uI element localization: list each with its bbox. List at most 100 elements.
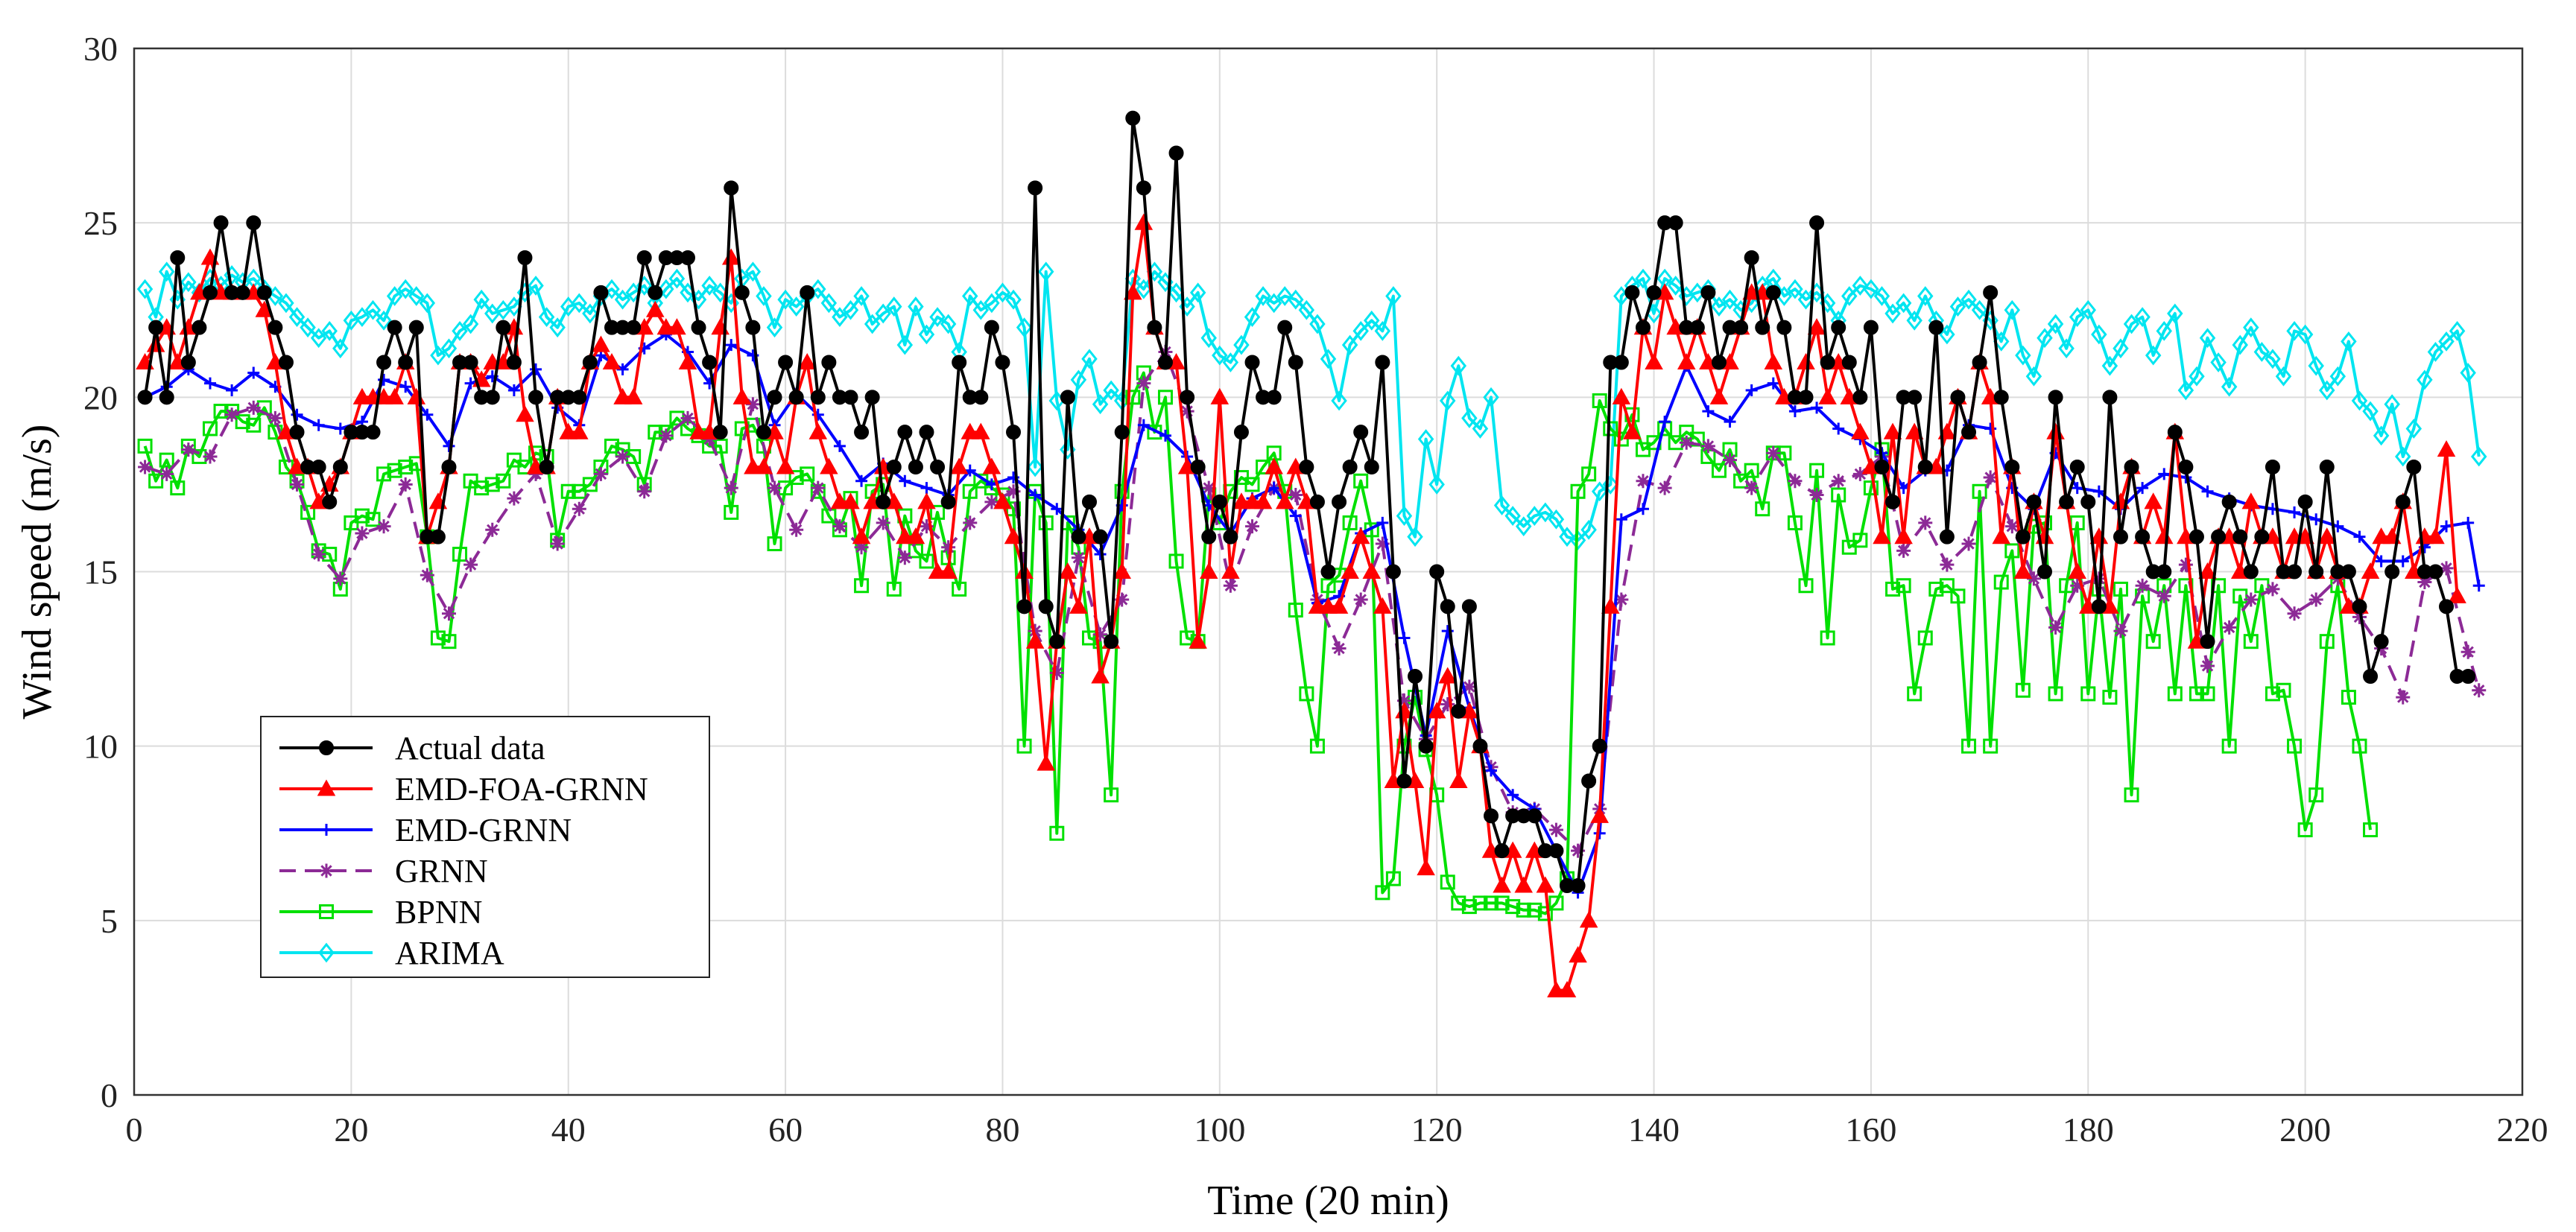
data-point bbox=[1288, 289, 1304, 310]
data-point bbox=[1091, 667, 1110, 684]
data-point bbox=[918, 324, 935, 345]
data-point bbox=[678, 352, 697, 370]
data-point bbox=[604, 438, 619, 454]
data-point bbox=[2037, 564, 2052, 580]
data-point bbox=[2167, 686, 2183, 702]
data-point bbox=[1635, 320, 1651, 335]
data-point bbox=[159, 466, 174, 481]
data-point bbox=[1494, 895, 1510, 911]
data-point bbox=[2080, 686, 2096, 702]
data-point bbox=[2362, 401, 2379, 422]
data-point bbox=[2254, 529, 2270, 544]
data-point bbox=[1873, 286, 1890, 306]
data-point bbox=[2286, 320, 2303, 341]
data-point bbox=[1635, 268, 1651, 289]
data-point bbox=[2472, 580, 2485, 592]
data-point bbox=[408, 286, 425, 306]
y-tick-label: 25 bbox=[83, 204, 118, 242]
data-point bbox=[724, 480, 738, 495]
data-point bbox=[484, 477, 500, 492]
data-point bbox=[2243, 634, 2259, 650]
data-point bbox=[1277, 320, 1293, 335]
data-point bbox=[1320, 564, 1336, 580]
y-axis-label: Wind speed (m/s) bbox=[14, 425, 60, 720]
data-point bbox=[528, 390, 544, 405]
data-point bbox=[952, 581, 967, 597]
data-point bbox=[2069, 460, 2085, 474]
data-point bbox=[2124, 460, 2139, 474]
data-point bbox=[1614, 592, 1629, 607]
data-point bbox=[1928, 320, 1944, 335]
data-point bbox=[2113, 581, 2128, 597]
x-tick-label: 80 bbox=[985, 1111, 1019, 1149]
data-point bbox=[2004, 299, 2021, 320]
data-point bbox=[2341, 690, 2356, 705]
data-point bbox=[399, 381, 412, 393]
data-point bbox=[1396, 773, 1412, 789]
data-point bbox=[582, 477, 598, 492]
legend-item: Actual data bbox=[279, 730, 545, 766]
data-point bbox=[920, 482, 933, 495]
data-point bbox=[768, 480, 782, 495]
legend-marker bbox=[319, 904, 334, 919]
data-point bbox=[2156, 320, 2172, 341]
data-point bbox=[2319, 634, 2335, 650]
legend-item: GRNN bbox=[279, 853, 488, 889]
data-point bbox=[1038, 261, 1054, 282]
data-point bbox=[1332, 494, 1347, 509]
data-point bbox=[538, 307, 555, 328]
data-point bbox=[1351, 527, 1370, 544]
data-point bbox=[2308, 564, 2324, 580]
data-point bbox=[365, 512, 381, 527]
data-point bbox=[1440, 390, 1456, 411]
data-point bbox=[1733, 320, 1749, 335]
legend-label: BPNN bbox=[395, 894, 482, 930]
data-point bbox=[1767, 377, 1779, 390]
data-point bbox=[1038, 515, 1054, 530]
data-point bbox=[1375, 536, 1390, 551]
data-point bbox=[1233, 334, 1250, 355]
data-point bbox=[226, 384, 238, 396]
data-point bbox=[1362, 562, 1382, 580]
data-point bbox=[2396, 555, 2409, 568]
data-point bbox=[1125, 110, 1141, 126]
legend-box bbox=[260, 716, 710, 978]
data-point bbox=[224, 407, 239, 422]
data-point bbox=[745, 397, 760, 412]
data-point bbox=[1569, 946, 1587, 963]
data-point bbox=[896, 334, 914, 355]
legend-label: EMD-GRNN bbox=[395, 812, 572, 848]
data-point bbox=[930, 460, 946, 474]
data-point bbox=[2189, 686, 2204, 702]
data-point bbox=[2201, 485, 2214, 498]
y-tick-label: 20 bbox=[83, 378, 118, 416]
data-point bbox=[1788, 474, 1803, 489]
data-point bbox=[1755, 320, 1770, 335]
data-point bbox=[745, 320, 761, 335]
data-point bbox=[756, 425, 771, 440]
data-point bbox=[973, 390, 989, 405]
data-point bbox=[1723, 453, 1738, 468]
data-point bbox=[1005, 289, 1022, 310]
data-point bbox=[1809, 215, 1825, 231]
data-point bbox=[1408, 669, 1423, 684]
data-point bbox=[1058, 562, 1077, 580]
data-point bbox=[420, 568, 434, 582]
data-point bbox=[1396, 693, 1411, 708]
data-point bbox=[1352, 320, 1369, 341]
data-point bbox=[2232, 334, 2248, 355]
legend-marker bbox=[317, 779, 336, 796]
data-point bbox=[1244, 477, 1260, 492]
data-point bbox=[1353, 425, 1369, 440]
data-point bbox=[1624, 285, 1640, 300]
data-point bbox=[876, 515, 890, 530]
data-point bbox=[2462, 516, 2475, 529]
x-tick-label: 140 bbox=[1628, 1111, 1680, 1149]
data-point bbox=[1507, 789, 1519, 801]
data-point bbox=[1341, 334, 1358, 355]
data-point bbox=[1212, 494, 1227, 509]
data-point bbox=[1417, 859, 1435, 876]
data-point bbox=[2265, 686, 2280, 702]
data-point bbox=[853, 286, 870, 306]
